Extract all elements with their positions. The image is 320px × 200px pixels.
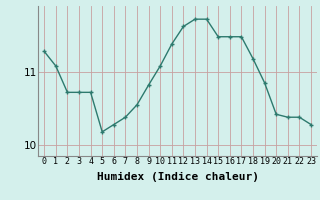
X-axis label: Humidex (Indice chaleur): Humidex (Indice chaleur) xyxy=(97,172,259,182)
